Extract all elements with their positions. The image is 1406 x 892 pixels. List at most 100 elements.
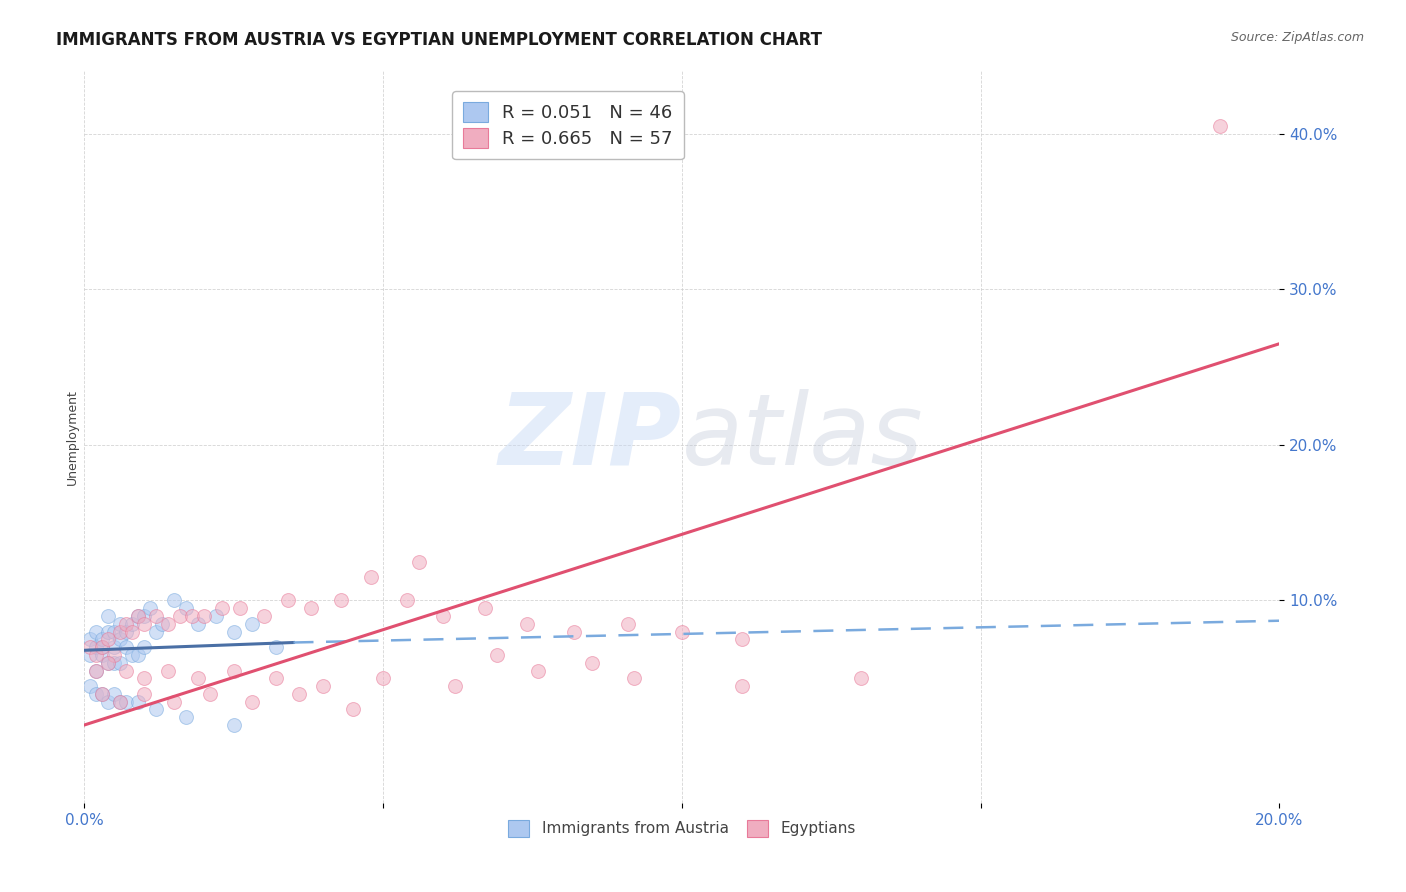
Point bbox=[264, 671, 287, 685]
Point bbox=[115, 664, 138, 678]
Point bbox=[132, 616, 156, 631]
Point bbox=[360, 570, 382, 584]
Point bbox=[187, 671, 209, 685]
Point bbox=[444, 679, 467, 693]
Point bbox=[516, 616, 538, 631]
Point bbox=[121, 624, 143, 639]
Point bbox=[373, 671, 395, 685]
Point bbox=[86, 648, 108, 662]
Point bbox=[103, 624, 125, 639]
Point bbox=[91, 640, 114, 655]
Point bbox=[115, 695, 138, 709]
Point bbox=[127, 609, 149, 624]
Point bbox=[139, 601, 162, 615]
Point bbox=[91, 687, 114, 701]
Point bbox=[408, 555, 430, 569]
Point bbox=[110, 695, 132, 709]
Y-axis label: Unemployment: Unemployment bbox=[66, 389, 79, 485]
Text: atlas: atlas bbox=[682, 389, 924, 485]
Point bbox=[163, 695, 186, 709]
Point bbox=[79, 648, 101, 662]
Point bbox=[211, 601, 233, 615]
Point bbox=[198, 687, 221, 701]
Point bbox=[115, 640, 138, 655]
Point bbox=[301, 601, 323, 615]
Point bbox=[169, 609, 191, 624]
Point bbox=[330, 593, 353, 607]
Point bbox=[288, 687, 311, 701]
Point bbox=[103, 656, 125, 670]
Point bbox=[181, 609, 204, 624]
Point bbox=[342, 702, 364, 716]
Point bbox=[97, 632, 120, 647]
Point bbox=[86, 664, 108, 678]
Point bbox=[474, 601, 496, 615]
Point bbox=[174, 710, 197, 724]
Point bbox=[163, 593, 186, 607]
Point bbox=[193, 609, 215, 624]
Point bbox=[127, 648, 149, 662]
Point bbox=[851, 671, 873, 685]
Point bbox=[222, 624, 245, 639]
Point bbox=[222, 664, 245, 678]
Point bbox=[253, 609, 276, 624]
Text: IMMIGRANTS FROM AUSTRIA VS EGYPTIAN UNEMPLOYMENT CORRELATION CHART: IMMIGRANTS FROM AUSTRIA VS EGYPTIAN UNEM… bbox=[56, 31, 823, 49]
Point bbox=[121, 616, 143, 631]
Point bbox=[150, 616, 173, 631]
Point bbox=[79, 679, 101, 693]
Point bbox=[617, 616, 640, 631]
Point bbox=[110, 616, 132, 631]
Point bbox=[527, 664, 550, 678]
Point bbox=[277, 593, 299, 607]
Point bbox=[91, 648, 114, 662]
Point bbox=[228, 601, 252, 615]
Point bbox=[97, 609, 120, 624]
Point bbox=[157, 616, 180, 631]
Point bbox=[79, 632, 101, 647]
Point bbox=[110, 632, 132, 647]
Point bbox=[86, 624, 108, 639]
Point bbox=[145, 624, 167, 639]
Point bbox=[91, 632, 114, 647]
Point bbox=[91, 687, 114, 701]
Point bbox=[671, 624, 693, 639]
Point bbox=[396, 593, 419, 607]
Point bbox=[115, 624, 138, 639]
Point bbox=[731, 679, 754, 693]
Point bbox=[157, 664, 180, 678]
Point bbox=[205, 609, 228, 624]
Point bbox=[79, 640, 101, 655]
Point bbox=[312, 679, 335, 693]
Point bbox=[264, 640, 287, 655]
Point bbox=[121, 648, 143, 662]
Point bbox=[127, 609, 149, 624]
Point bbox=[127, 695, 149, 709]
Point bbox=[103, 640, 125, 655]
Point bbox=[132, 640, 156, 655]
Point bbox=[103, 648, 125, 662]
Point bbox=[115, 616, 138, 631]
Point bbox=[110, 695, 132, 709]
Point bbox=[86, 640, 108, 655]
Point bbox=[145, 702, 167, 716]
Point bbox=[97, 656, 120, 670]
Text: Source: ZipAtlas.com: Source: ZipAtlas.com bbox=[1230, 31, 1364, 45]
Point bbox=[564, 624, 586, 639]
Point bbox=[103, 687, 125, 701]
Point bbox=[86, 664, 108, 678]
Point bbox=[132, 687, 156, 701]
Point bbox=[623, 671, 645, 685]
Legend: Immigrants from Austria, Egyptians: Immigrants from Austria, Egyptians bbox=[502, 814, 862, 843]
Text: ZIP: ZIP bbox=[499, 389, 682, 485]
Point bbox=[97, 656, 120, 670]
Point bbox=[731, 632, 754, 647]
Point bbox=[1209, 119, 1232, 133]
Point bbox=[145, 609, 167, 624]
Point bbox=[222, 718, 245, 732]
Point bbox=[432, 609, 454, 624]
Point bbox=[97, 624, 120, 639]
Point bbox=[240, 695, 263, 709]
Point bbox=[86, 687, 108, 701]
Point bbox=[132, 671, 156, 685]
Point bbox=[91, 640, 114, 655]
